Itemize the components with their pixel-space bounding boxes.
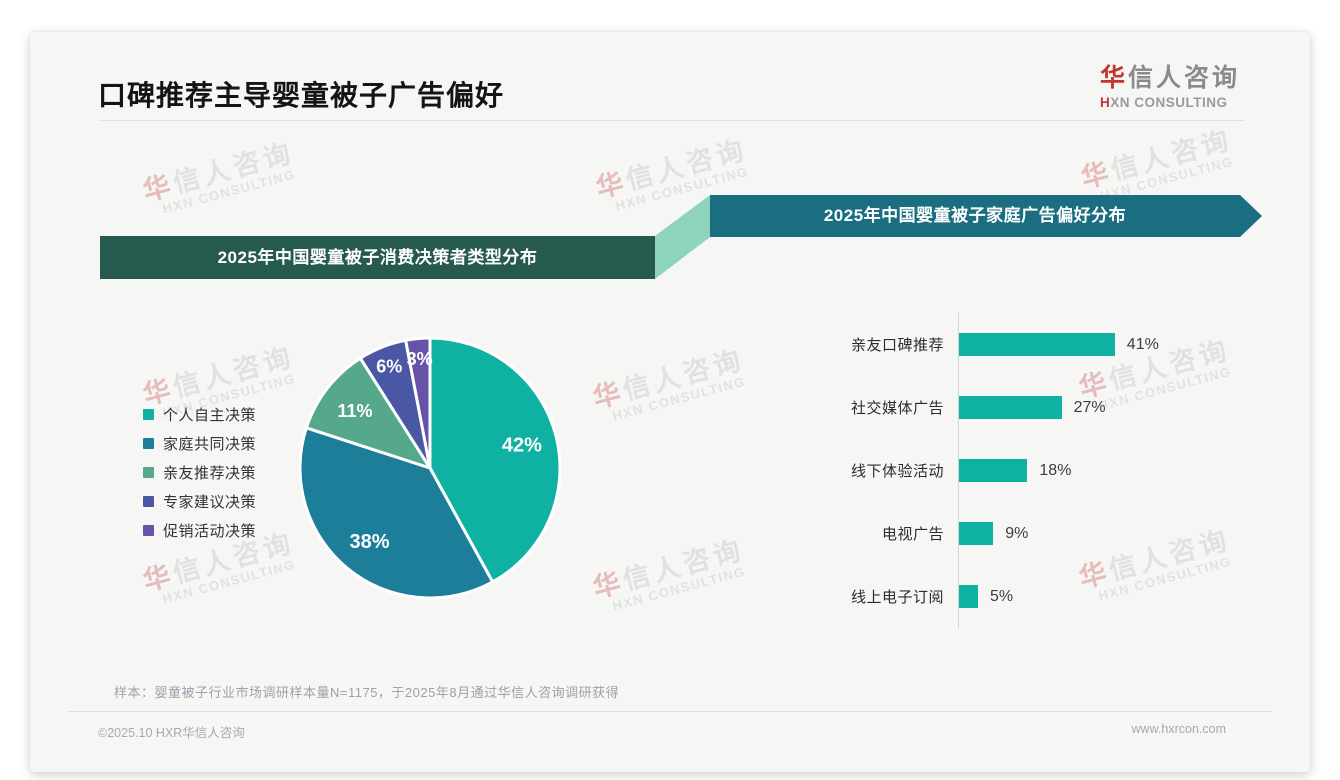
report-card: 华信人咨询 HXN CONSULTING 华信人咨询 HXN CONSULTING 华信… (30, 32, 1310, 772)
bar-category-label: 亲友口碑推荐 (850, 337, 944, 354)
bar-track: 27% (958, 376, 1268, 439)
bar-chart-title-banner: 2025年中国婴童被子家庭广告偏好分布 (710, 195, 1262, 237)
bar-row: 社交媒体广告 27% (828, 376, 1268, 439)
bar-row: 线下体验活动 18% (828, 439, 1268, 502)
pie-chart: 42% 38% 11% 6% 3% (290, 332, 575, 649)
footer-copyright: ©2025.10 HXR华信人咨询 (98, 726, 245, 740)
pie-slice-label: 3% (407, 349, 433, 369)
footer-divider (68, 711, 1272, 712)
company-logo: 华信人咨询 HXN CONSULTING (1100, 58, 1240, 110)
legend-item: 个人自主决策 (143, 400, 256, 429)
pie-slice-label: 6% (376, 356, 402, 376)
logo-chinese-text: 华信人咨询 (1099, 64, 1240, 92)
bar-fill (959, 396, 1062, 419)
pie-slice-label: 42% (502, 434, 542, 456)
pie-slice (298, 426, 495, 600)
legend-label: 家庭共同决策 (163, 436, 257, 453)
banner-ribbon-fold (655, 195, 710, 279)
legend-item: 家庭共同决策 (143, 429, 256, 458)
bar-category-label: 社交媒体广告 (850, 400, 944, 417)
bar-value-label: 18% (1039, 461, 1072, 479)
bar-track: 5% (958, 565, 1268, 628)
bar-value-label: 9% (1005, 524, 1029, 542)
pie-slice (428, 336, 562, 584)
bar-category-label: 电视广告 (881, 526, 944, 543)
bar-value-label: 27% (1073, 398, 1106, 416)
legend-label: 个人自主决策 (163, 407, 257, 424)
legend-item: 专家建议决策 (143, 487, 256, 516)
bar-fill (959, 585, 978, 608)
legend-label: 促销活动决策 (163, 523, 257, 540)
legend-swatch (143, 409, 154, 420)
bar-fill (959, 522, 994, 545)
legend-label: 专家建议决策 (163, 494, 257, 511)
sample-footnote: 样本：婴童被子行业市场调研样本量N=1175，于2025年8月通过华信人咨询调研… (114, 685, 620, 700)
bar-track: 18% (958, 439, 1268, 502)
bar-track: 9% (958, 502, 1268, 565)
legend-label: 亲友推荐决策 (163, 465, 257, 482)
bar-row: 亲友口碑推荐 41% (828, 313, 1268, 376)
page-title: 口碑推荐主导婴童被子广告偏好 (98, 80, 505, 111)
pie-slice (404, 336, 432, 470)
footer-website: www.hxrcon.com (1131, 722, 1226, 736)
bar-category-label: 线下体验活动 (850, 463, 944, 480)
bar-track: 41% (958, 313, 1268, 376)
legend-swatch (143, 467, 154, 478)
bar-row: 电视广告 9% (828, 502, 1268, 565)
bar-value-label: 5% (990, 587, 1014, 605)
title-divider (98, 120, 1244, 121)
pie-slice-label: 11% (337, 401, 372, 421)
legend-item: 促销活动决策 (143, 516, 256, 545)
bar-fill (959, 459, 1028, 482)
bar-chart: 亲友口碑推荐 41% 社交媒体广告 27% 线下体验活动 18% 电视广告 9% 线上电子订阅 5… (828, 313, 1268, 628)
bar-value-label: 41% (1126, 335, 1159, 353)
legend-swatch (143, 525, 154, 536)
pie-slice (304, 356, 432, 470)
bar-fill (959, 333, 1115, 356)
legend-swatch (143, 496, 154, 507)
pie-chart-title-banner: 2025年中国婴童被子消费决策者类型分布 (100, 236, 655, 279)
legend-item: 亲友推荐决策 (143, 458, 256, 487)
pie-legend: 个人自主决策 家庭共同决策 亲友推荐决策 专家建议决策 促销活动决策 (143, 400, 256, 545)
logo-english-text: HXN CONSULTING (1099, 95, 1228, 110)
pie-slice-label: 38% (349, 531, 389, 553)
bar-category-label: 线上电子订阅 (850, 589, 944, 606)
legend-swatch (143, 438, 154, 449)
bar-row: 线上电子订阅 5% (828, 565, 1268, 628)
